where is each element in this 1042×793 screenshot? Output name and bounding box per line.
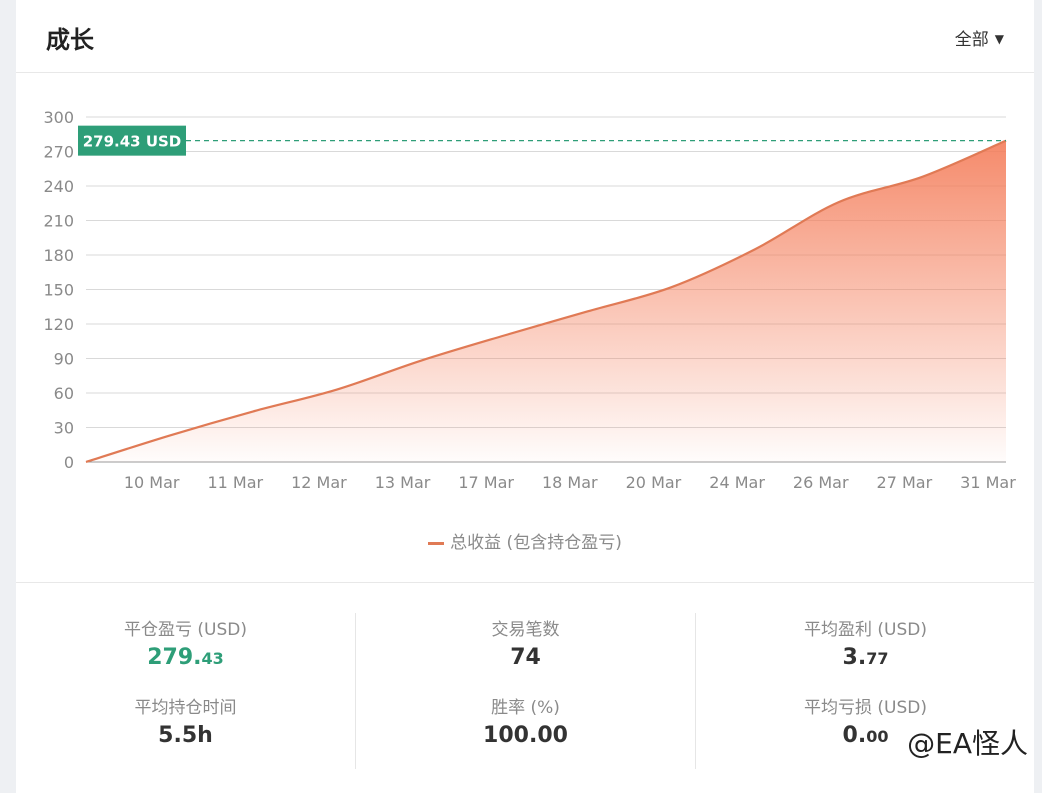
win-rate-label: 胜率 (%) (491, 698, 560, 718)
growth-chart: 0 30 60 90 120 150 180 210 240 270 300 10 Mar 11 Mar… (43, 108, 1016, 492)
divider (16, 582, 1034, 583)
series-line (85, 139, 1007, 464)
range-filter-label: 全部 (954, 30, 989, 50)
closed-pnl-label: 平仓盈亏 (USD) (124, 620, 247, 640)
card-header: 成长 全部 ▼ (16, 0, 1034, 73)
trades-stat: 交易笔数 74 (356, 615, 695, 670)
area-fill (86, 140, 1006, 462)
y-tick-label: 120 (43, 315, 74, 334)
x-tick-label: 13 Mar (375, 473, 431, 492)
current-value-badge (78, 125, 186, 156)
x-tick-label: 17 Mar (458, 473, 514, 492)
y-tick-label: 30 (54, 419, 74, 438)
legend-label: 总收益 (包含持仓盈亏) (450, 533, 622, 553)
closed-pnl-dec: 43 (201, 649, 224, 668)
watermark-text: @EA怪人 (907, 727, 1028, 760)
avg-hold-value: 5.5h (158, 723, 213, 748)
avg-loss-label: 平均亏损 (USD) (804, 698, 927, 718)
chart-legend[interactable]: 总收益 (包含持仓盈亏) (16, 528, 1034, 553)
closed-pnl-value: 279.43 (16, 645, 355, 670)
range-filter-dropdown[interactable]: 全部 ▼ (955, 25, 1004, 50)
y-tick-label: 150 (43, 281, 74, 300)
legend-swatch (428, 541, 445, 545)
avg-loss-stat: 平均亏损 (USD) 0.00 (696, 693, 1035, 748)
avg-loss-dec: 00 (866, 727, 889, 746)
win-rate-stat: 胜率 (%) 100.00 (356, 693, 695, 748)
win-rate-value: 100.00 (483, 723, 568, 748)
x-tick-label: 12 Mar (291, 473, 347, 492)
page-title: 成长 (46, 26, 94, 54)
caret-down-icon: ▼ (994, 32, 1004, 46)
stats-panel: 平仓盈亏 (USD) 279.43 平均持仓时间 5.5h 交易笔数 74 胜率… (16, 583, 1034, 793)
avg-hold-label: 平均持仓时间 (134, 698, 237, 718)
x-tick-label: 24 Mar (709, 473, 765, 492)
closed-pnl-int: 279. (147, 645, 202, 670)
x-tick-label: 10 Mar (124, 473, 180, 492)
x-tick-label: 20 Mar (626, 473, 682, 492)
x-tick-label: 26 Mar (793, 473, 849, 492)
trades-label: 交易笔数 (491, 620, 560, 640)
y-tick-label: 180 (43, 246, 74, 265)
stats-column-1: 平仓盈亏 (USD) 279.43 平均持仓时间 5.5h (16, 613, 355, 769)
avg-profit-stat: 平均盈利 (USD) 3.77 (696, 615, 1035, 670)
avg-hold-stat: 平均持仓时间 5.5h (16, 693, 355, 748)
x-tick-label: 11 Mar (207, 473, 263, 492)
avg-loss-value: 0.00 (696, 723, 1035, 748)
y-tick-label: 210 (43, 212, 74, 231)
avg-profit-int: 3. (842, 645, 867, 670)
y-tick-label: 240 (43, 177, 74, 196)
stats-column-3: 平均盈利 (USD) 3.77 平均亏损 (USD) 0.00 (695, 613, 1035, 769)
x-tick-label: 18 Mar (542, 473, 598, 492)
y-tick-label: 300 (43, 108, 74, 127)
closed-pnl-stat: 平仓盈亏 (USD) 279.43 (16, 615, 355, 670)
trades-value: 74 (510, 645, 541, 670)
current-value-label: 279.43 USD (83, 133, 182, 151)
avg-loss-int: 0. (842, 723, 867, 748)
y-tick-label: 270 (43, 143, 74, 162)
avg-profit-value: 3.77 (696, 645, 1035, 670)
stats-column-2: 交易笔数 74 胜率 (%) 100.00 (355, 613, 695, 769)
x-tick-label: 31 Mar (960, 473, 1016, 492)
x-tick-label: 27 Mar (877, 473, 933, 492)
avg-profit-dec: 77 (866, 649, 889, 668)
growth-card: 成长 全部 ▼ 0 30 60 90 120 150 180 210 240 270 300 10 Ma… (16, 0, 1034, 793)
y-tick-label: 0 (64, 453, 74, 472)
avg-profit-label: 平均盈利 (USD) (804, 620, 927, 640)
y-tick-label: 90 (54, 350, 74, 369)
y-tick-label: 60 (54, 384, 74, 403)
